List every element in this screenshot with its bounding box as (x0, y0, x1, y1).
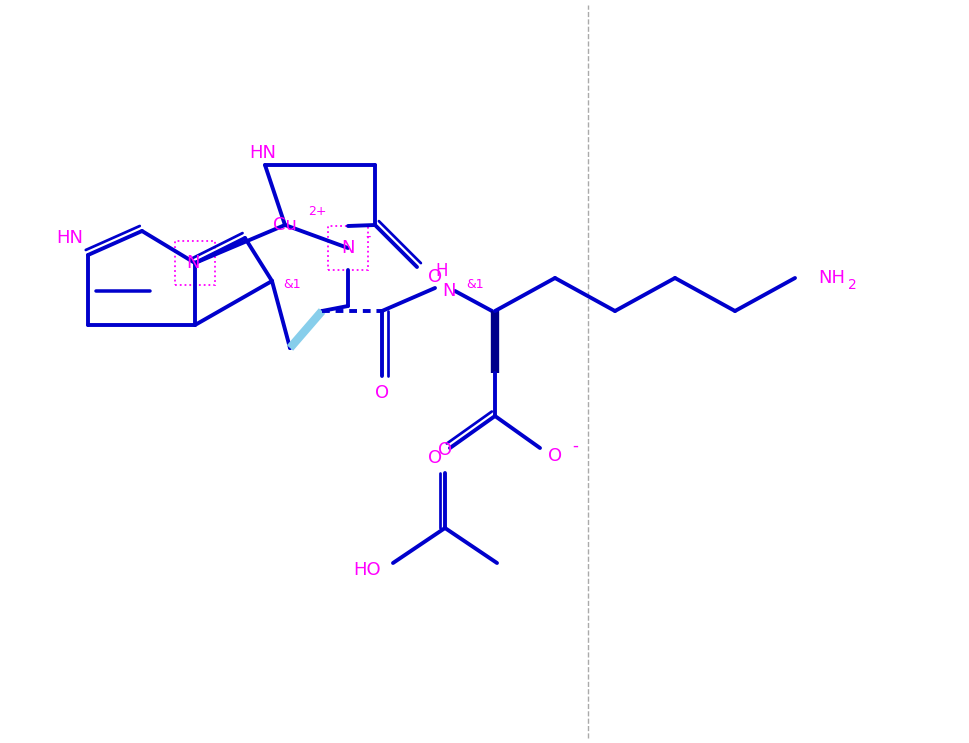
Text: O: O (437, 441, 452, 459)
Text: O: O (427, 449, 442, 467)
Text: Cu: Cu (273, 216, 297, 234)
Text: 2+: 2+ (307, 204, 326, 218)
Text: &1: &1 (283, 279, 300, 291)
Text: HO: HO (353, 561, 381, 579)
Text: N: N (442, 282, 455, 300)
Text: HN: HN (249, 144, 276, 162)
Text: N: N (341, 239, 355, 257)
Text: NH: NH (817, 269, 844, 287)
Text: O: O (547, 447, 561, 465)
Text: HN: HN (56, 229, 83, 247)
Text: O: O (427, 268, 442, 286)
Text: 2: 2 (847, 278, 856, 292)
Text: &1: &1 (466, 279, 484, 291)
Text: N: N (186, 254, 200, 272)
Text: -: - (572, 437, 578, 455)
Text: H: H (435, 262, 448, 280)
Text: O: O (375, 384, 389, 402)
Text: -: - (364, 229, 370, 244)
